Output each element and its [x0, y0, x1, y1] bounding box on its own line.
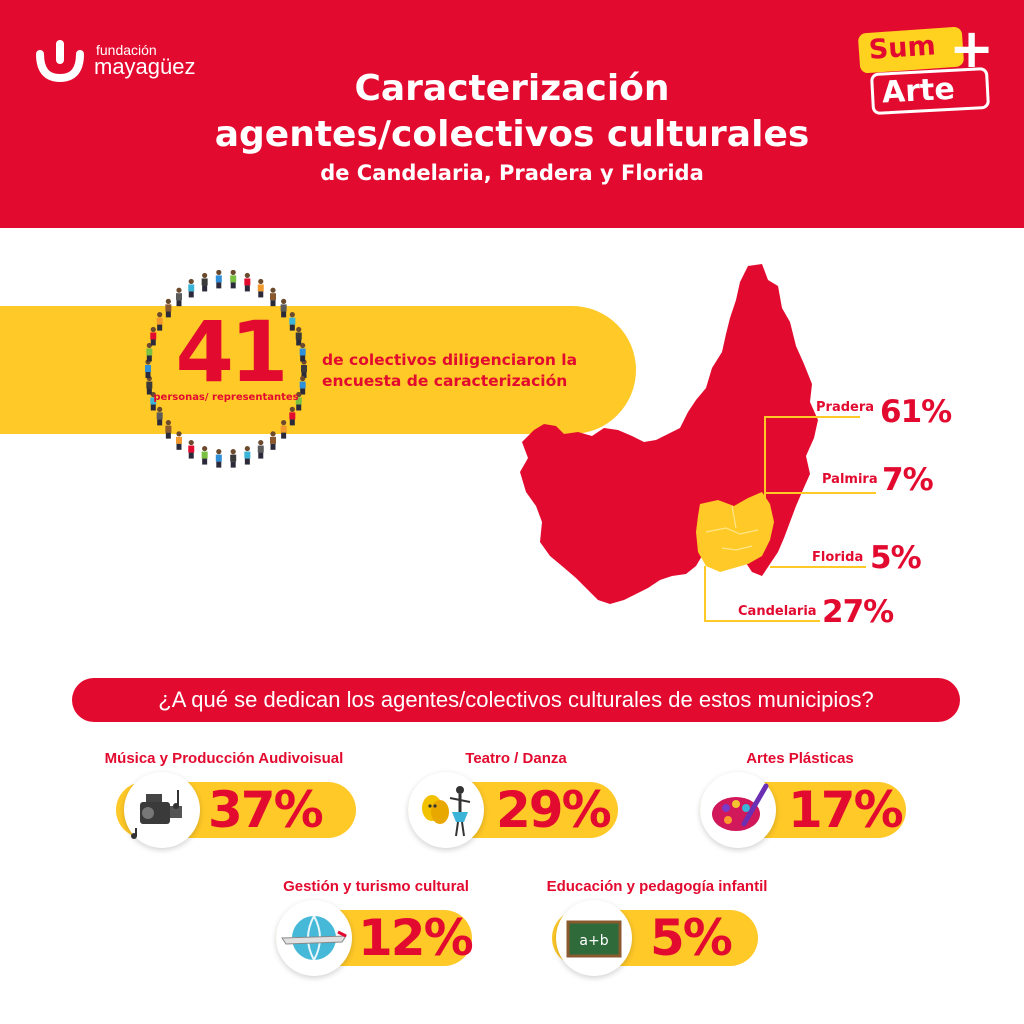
muni-pct-florida: 5%	[870, 540, 922, 576]
person-figure	[165, 298, 172, 318]
category-artes: Artes Plásticas 17%	[670, 750, 930, 850]
person-figure	[289, 312, 296, 331]
person-figure	[215, 269, 222, 289]
question-text: ¿A qué se dedican los agentes/colectivos…	[158, 687, 874, 712]
person-figure	[146, 342, 153, 362]
category-label: Artes Plásticas	[746, 750, 854, 767]
muni-label-palmira: Palmira	[822, 472, 878, 487]
logo-word-fundacion: fundación	[96, 42, 157, 58]
survey-description: de colectivos diligenciaron la encuesta …	[322, 351, 578, 390]
category-gestion: Gestión y turismo cultural 12%	[246, 878, 506, 978]
category-teatro: Teatro / Danza 29%	[378, 750, 654, 850]
person-figure	[280, 420, 287, 439]
title-line-2: agentes/colectivos culturales	[214, 114, 810, 155]
muni-label-pradera: Pradera	[816, 400, 875, 415]
person-figure	[175, 287, 182, 307]
category-label: Teatro / Danza	[465, 750, 567, 767]
leader-florida	[770, 566, 866, 568]
survey-count-label: personas/ representantes	[153, 392, 299, 403]
person-figure	[156, 312, 163, 331]
title-subtitle: de Candelaria, Pradera y Florida	[320, 161, 704, 185]
person-figure	[295, 326, 302, 346]
person-figure	[295, 391, 302, 411]
chalkboard-icon: a+b	[556, 900, 632, 976]
muni-label-candelaria: Candelaria	[738, 604, 817, 619]
category-percent: 29%	[496, 781, 612, 839]
people-circle	[136, 269, 316, 470]
leader-pradera	[764, 416, 860, 418]
person-figure	[244, 445, 251, 465]
logo-word-mayaguez: mayagüez	[94, 54, 196, 79]
person-figure	[201, 272, 208, 292]
svg-text:a+b: a+b	[579, 933, 608, 949]
person-figure	[270, 287, 277, 307]
survey-count: 41	[175, 303, 289, 401]
sum-text: Sum	[867, 30, 937, 66]
logo-mark-icon	[36, 40, 84, 82]
header-banner: fundación mayagüez Sum + Arte Caracteriz…	[0, 0, 1024, 228]
video-camera-icon	[124, 772, 200, 848]
person-figure	[280, 298, 287, 318]
theater-masks-icon	[408, 772, 484, 848]
page-title: Caracterización agentes/colectivos cultu…	[0, 66, 1024, 188]
title-line-1: Caracterización	[354, 68, 670, 109]
person-figure	[150, 391, 157, 411]
person-figure	[289, 406, 296, 426]
fundacion-mayaguez-logo: fundación mayagüez	[34, 38, 204, 84]
leader-candelaria	[704, 566, 706, 622]
survey-band	[0, 306, 636, 434]
muni-label-florida: Florida	[812, 550, 864, 565]
person-figure	[299, 375, 306, 395]
map-border-lines	[705, 505, 759, 551]
question-banner: ¿A qué se dedican los agentes/colectivos…	[72, 678, 960, 722]
person-figure	[156, 406, 163, 426]
category-musica: Música y Producción Audivoisual 37%	[86, 750, 362, 850]
paint-palette-icon	[700, 772, 776, 848]
category-percent: 5%	[650, 909, 733, 967]
person-figure	[175, 431, 182, 450]
sum-arte-badge: Sum + Arte	[845, 17, 1005, 116]
person-figure	[230, 449, 237, 468]
category-percent: 17%	[788, 781, 904, 839]
category-educacion: Educación y pedagogía infantil a+b 5%	[522, 878, 792, 978]
valle-del-cauca-map	[520, 264, 818, 604]
person-figure	[299, 342, 306, 362]
person-figure	[188, 278, 195, 298]
leader-palmira	[766, 492, 876, 494]
person-figure	[201, 445, 208, 465]
leader-pradera-v	[764, 416, 766, 500]
globe-airplane-icon	[276, 900, 352, 976]
person-figure	[150, 326, 157, 346]
category-percent: 37%	[208, 781, 324, 839]
person-figure	[165, 420, 172, 439]
person-figure	[215, 449, 222, 468]
person-figure	[270, 431, 277, 450]
muni-pct-candelaria: 27%	[822, 594, 894, 630]
category-label: Educación y pedagogía infantil	[546, 878, 768, 895]
category-percent: 12%	[358, 909, 474, 967]
person-figure	[188, 439, 195, 459]
muni-pct-pradera: 61%	[880, 394, 952, 430]
person-figure	[257, 439, 264, 459]
person-figure	[257, 278, 264, 298]
leader-candelaria-h	[704, 620, 820, 622]
people-ring-icon	[145, 269, 307, 468]
person-figure	[244, 272, 251, 292]
person-figure	[230, 269, 237, 289]
map-region-valle	[520, 264, 818, 604]
category-label: Gestión y turismo cultural	[283, 878, 469, 895]
muni-pct-palmira: 7%	[882, 462, 934, 498]
category-label: Música y Producción Audivoisual	[104, 750, 344, 767]
plus-sign: +	[949, 17, 995, 80]
